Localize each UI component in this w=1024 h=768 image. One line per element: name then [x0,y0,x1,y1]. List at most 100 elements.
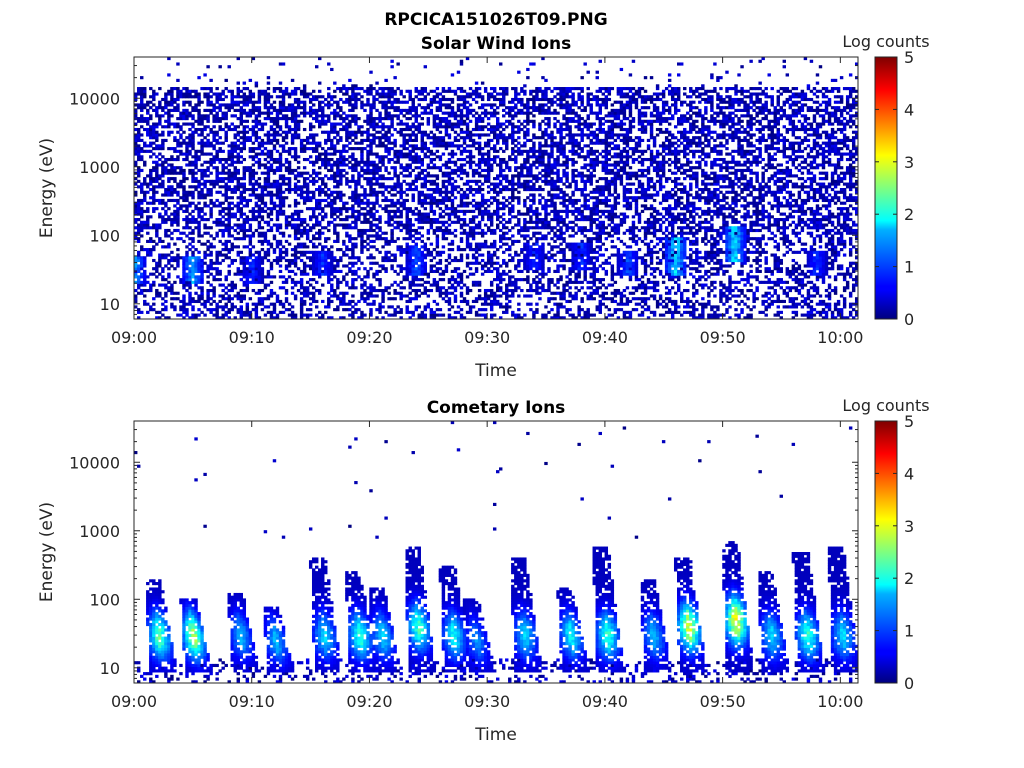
heatmap-cell [716,228,720,233]
heatmap-cell [583,228,587,233]
heatmap-cell [649,239,654,243]
heatmap-cell [302,245,307,249]
heatmap-cell [523,220,527,224]
heatmap-cell [477,220,482,224]
heatmap-cell [824,253,829,257]
heatmap-cell [598,308,602,312]
heatmap-cell [625,245,630,249]
heatmap-cell [713,228,717,233]
heatmap-cell [598,280,602,284]
heatmap-cell [541,220,545,224]
heatmap-cell [833,308,838,312]
heatmap-cell [731,226,735,230]
heatmap-cell [646,297,651,301]
heatmap-cell [224,275,228,279]
heatmap-cell [354,302,358,306]
heatmap-cell [556,308,560,312]
heatmap-cell [191,231,195,235]
heatmap-cell [435,313,440,317]
heatmap-cell [423,305,428,309]
heatmap-cell [143,294,147,298]
heatmap-cell [426,280,431,284]
heatmap-cell [701,256,705,260]
heatmap-cell [272,223,277,227]
heatmap-cell [854,264,858,268]
heatmap-cell [308,264,313,268]
heatmap-cell [559,250,563,254]
heatmap-cell [492,278,497,282]
heatmap-cell [505,297,509,301]
heatmap-cell [743,231,747,235]
heatmap-cell [722,215,726,219]
heatmap-cell [429,253,434,257]
heatmap-cell [134,212,138,216]
heatmap-cell [707,207,711,211]
heatmap-cell [677,275,681,279]
heatmap-cell [450,275,455,279]
heatmap-cell [218,299,222,304]
heatmap-cell [209,212,213,216]
heatmap-cell [737,239,741,243]
heatmap-cell [447,242,452,246]
heatmap-cell [571,261,575,265]
heatmap-cell [731,288,735,293]
heatmap-cell [574,272,578,276]
heatmap-cell [661,305,666,309]
heatmap-cell [809,261,814,265]
heatmap-cell [248,275,253,279]
heatmap-cell [848,248,853,252]
heatmap-cell [348,256,352,260]
heatmap-cell [523,223,527,227]
heatmap-cell [299,250,304,254]
heatmap-cell [281,231,286,235]
heatmap-cell [683,256,687,260]
heatmap-cell [230,234,234,238]
heatmap-cell [453,286,458,290]
heatmap-cell [152,245,156,249]
heatmap-cell [209,267,213,271]
heatmap-cell [496,209,500,213]
heatmap-cell [257,231,262,235]
heatmap-cell [502,261,506,265]
heatmap-cell [456,275,461,279]
heatmap-cell [526,220,530,224]
heatmap-cell [239,308,243,312]
heatmap-cell [848,291,853,295]
heatmap-cell [598,264,602,268]
heatmap-cell [384,258,388,263]
heatmap-cell [299,283,304,287]
heatmap-cell [414,272,418,276]
heatmap-cell [197,269,201,274]
heatmap-cell [496,212,500,216]
heatmap-cell [221,220,225,224]
heatmap-cell [716,231,720,235]
heatmap-cell [782,242,786,246]
heatmap-cell [411,212,415,216]
heatmap-cell [417,294,421,298]
heatmap-cell [465,261,470,265]
heatmap-cell [450,209,455,213]
heatmap-cell [302,272,307,276]
heatmap-cell [357,299,361,304]
heatmap-cell [541,237,545,241]
heatmap-cell [827,261,832,265]
heatmap-cell [788,272,793,276]
heatmap-cell [275,313,280,317]
heatmap-cell [302,228,307,233]
heatmap-cell [499,228,503,233]
heatmap-cell [197,261,201,265]
heatmap-cell [692,226,696,230]
heatmap-cell [396,209,400,213]
heatmap-cell [206,308,210,312]
heatmap-cell [342,302,346,306]
heatmap-cell [423,256,428,260]
heatmap-cell [164,256,168,260]
heatmap-cell [553,234,557,238]
heatmap-cell [414,297,418,301]
heatmap-cell [299,269,304,274]
heatmap-cell [299,218,304,222]
heatmap-cell [743,207,747,211]
heatmap-cell [146,250,150,254]
heatmap-cell [637,218,642,222]
heatmap-cell [293,234,298,238]
